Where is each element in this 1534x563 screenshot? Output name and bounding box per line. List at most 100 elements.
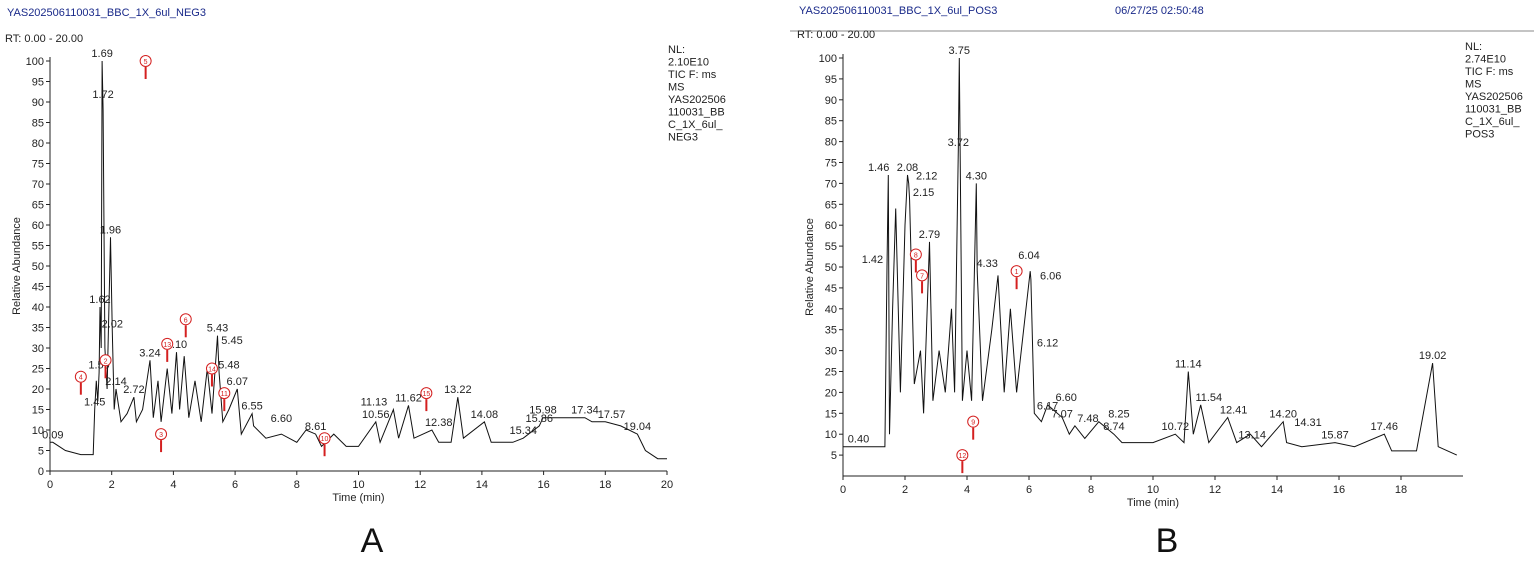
y-tick-label: 40 — [32, 302, 44, 314]
x-tick-label: 2 — [902, 484, 908, 496]
y-tick-label: 30 — [825, 346, 837, 358]
marker-label: 14 — [208, 367, 216, 374]
peak-label: 17.46 — [1370, 421, 1398, 433]
x-tick-label: 4 — [170, 479, 176, 491]
marker-circle — [967, 415, 980, 428]
marker-circle — [1010, 265, 1023, 278]
peak-label: 17.57 — [598, 409, 626, 421]
peak-label: 7.48 — [1077, 413, 1098, 425]
peak-label: 2.12 — [916, 170, 937, 182]
y-tick-label: 90 — [825, 95, 837, 107]
peak-label: 15.87 — [1321, 430, 1349, 442]
peak-label: 5.45 — [221, 335, 242, 347]
rt-range: RT: 0.00 - 20.00 — [797, 29, 875, 41]
panel-label: A — [361, 522, 384, 558]
peak-label: 2.79 — [919, 229, 940, 241]
marker-label: 7 — [920, 273, 924, 280]
peak-label: 4.33 — [976, 258, 997, 270]
marker-circle — [205, 362, 218, 375]
y-tick-label: 45 — [32, 282, 44, 294]
x-tick-label: 4 — [964, 484, 970, 496]
y-tick-label: 10 — [32, 425, 44, 437]
y-tick-label: 15 — [825, 408, 837, 420]
peak-label: 14.08 — [471, 409, 499, 421]
marker-circle — [139, 55, 152, 67]
peak-label: 15.98 — [529, 405, 557, 417]
x-tick-label: 8 — [294, 479, 300, 491]
trace — [843, 57, 1458, 456]
peak-label: 1.46 — [868, 162, 889, 174]
peak-label: 3.75 — [949, 45, 970, 57]
peak-label: 13.14 — [1238, 430, 1266, 442]
y-tick-label: 100 — [819, 53, 837, 65]
x-tick-label: 20 — [661, 479, 673, 491]
x-tick-label: 14 — [1271, 484, 1283, 496]
peak-label: 2.72 — [123, 384, 144, 396]
y-tick-label: 75 — [32, 159, 44, 171]
y-tick-label: 5 — [38, 446, 44, 458]
rt-range: RT: 0.00 - 20.00 — [5, 33, 83, 45]
peak-label: 1.72 — [92, 89, 113, 101]
y-tick-label: 25 — [825, 367, 837, 379]
marker-label: 2 — [104, 358, 108, 365]
info-line: MS — [1465, 79, 1482, 91]
y-tick-label: 85 — [825, 116, 837, 128]
peak-label: 1.96 — [100, 224, 121, 236]
peak-label: 11.14 — [1175, 359, 1202, 371]
panel-label: B — [1156, 522, 1179, 558]
marker-label: 4 — [79, 375, 83, 382]
y-tick-label: 65 — [825, 199, 837, 211]
peak-label: 12.41 — [1220, 404, 1248, 416]
x-tick-label: 10 — [1147, 484, 1159, 496]
peak-label: 12.38 — [425, 417, 453, 429]
peak-label: 0.09 — [42, 429, 63, 441]
y-tick-label: 20 — [32, 384, 44, 396]
timestamp: 06/27/25 02:50:48 — [1115, 5, 1204, 17]
marker-label: 12 — [958, 453, 966, 460]
y-axis-label: Relative Abundance — [804, 218, 816, 316]
marker-label: 6 — [184, 317, 188, 324]
peak-label: 2.15 — [913, 187, 934, 199]
x-tick-label: 0 — [47, 479, 53, 491]
peak-label: 15.86 — [526, 413, 554, 425]
info-line: NL: — [668, 44, 685, 56]
x-tick-label: 16 — [537, 479, 549, 491]
x-tick-label: 2 — [109, 479, 115, 491]
marker-label: 10 — [321, 436, 329, 443]
marker-circle — [420, 387, 433, 400]
info-line: TIC F: ms — [668, 69, 717, 81]
peak-label: 1.45 — [84, 397, 105, 409]
peak-label: 19.02 — [1419, 350, 1447, 362]
peak-label: 2.08 — [897, 162, 918, 174]
peak-label: 6.17 — [1037, 400, 1058, 412]
y-tick-label: 60 — [32, 220, 44, 232]
peak-label: 6.60 — [271, 413, 292, 425]
peak-label: 11.62 — [395, 392, 422, 404]
y-tick-label: 10 — [825, 429, 837, 441]
y-tick-label: 0 — [38, 466, 44, 478]
peak-label: 6.07 — [227, 376, 248, 388]
marker-label: 8 — [914, 252, 918, 259]
y-tick-label: 50 — [32, 261, 44, 273]
info-line: TIC F: ms — [1465, 66, 1514, 78]
peak-label: 10.72 — [1162, 421, 1190, 433]
y-tick-label: 25 — [32, 364, 44, 376]
marker-circle — [74, 370, 87, 383]
y-tick-label: 55 — [825, 241, 837, 253]
marker-label: 11 — [221, 391, 228, 398]
info-line: POS3 — [1465, 129, 1494, 141]
y-tick-label: 30 — [32, 343, 44, 355]
marker-label: 1 — [1015, 269, 1019, 276]
peak-label: 13.22 — [444, 384, 472, 396]
y-tick-label: 20 — [825, 387, 837, 399]
y-tick-label: 80 — [825, 137, 837, 149]
y-tick-label: 95 — [32, 77, 44, 89]
x-tick-label: 6 — [1026, 484, 1032, 496]
marker-label: 9 — [971, 420, 975, 427]
info-line: NL: — [1465, 41, 1482, 53]
y-tick-label: 15 — [32, 405, 44, 417]
y-tick-label: 70 — [32, 179, 44, 191]
peak-label: 0.40 — [848, 434, 869, 446]
